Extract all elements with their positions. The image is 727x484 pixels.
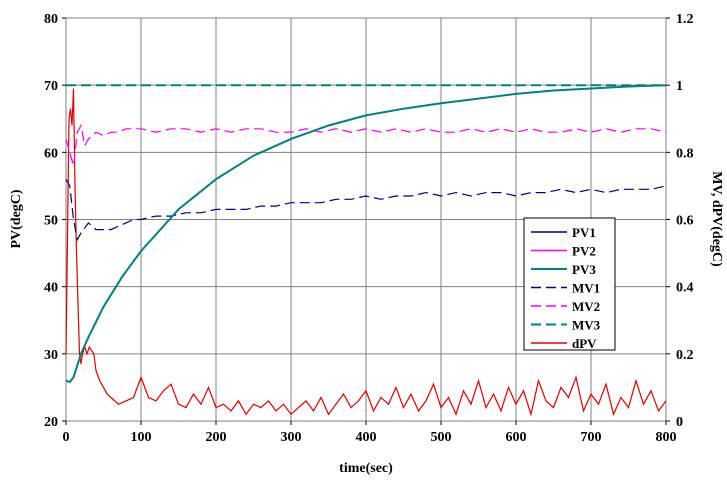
series-line-mv1 — [65, 178, 667, 242]
y-left-tick-label: 60 — [44, 146, 58, 161]
y-left-tick-label: 20 — [44, 415, 58, 430]
series-line-dpv — [65, 88, 667, 417]
x-axis-title: time(sec) — [339, 461, 393, 476]
legend-label: PV3 — [572, 262, 596, 277]
x-tick-label: 100 — [131, 430, 152, 445]
y-right-tick-label: 0.4 — [676, 281, 694, 296]
x-tick-label: 500 — [431, 430, 452, 445]
series-line-pv3 — [65, 84, 667, 384]
x-tick-label: 200 — [206, 430, 227, 445]
y-left-tick-label: 50 — [44, 214, 58, 229]
y-right-tick-label: 0.2 — [676, 348, 694, 363]
x-tick-label: 400 — [356, 430, 377, 445]
y-left-tick-label: 30 — [44, 348, 58, 363]
legend-label: MV2 — [572, 299, 600, 314]
y-right-tick-label: 0 — [676, 415, 683, 430]
y-right-axis-ticks: 0 0.2 0.4 0.6 0.8 1 1.2 — [666, 12, 694, 430]
legend: PV1 PV2 PV3 MV1 MV2 MV3 dPV — [523, 217, 616, 351]
x-tick-label: 300 — [281, 430, 302, 445]
legend-label: PV2 — [572, 244, 596, 259]
x-tick-label: 0 — [63, 430, 70, 445]
y-right-tick-label: 1 — [676, 79, 683, 94]
y-left-tick-label: 70 — [44, 79, 58, 94]
x-tick-label: 600 — [506, 430, 527, 445]
y-left-tick-label: 40 — [44, 281, 58, 296]
series-lines — [65, 84, 667, 417]
x-axis-ticks: 0 100 200 300 400 500 600 700 800 — [63, 421, 677, 445]
legend-label: MV3 — [572, 318, 601, 333]
y-right-tick-label: 0.6 — [676, 214, 694, 229]
x-tick-label: 700 — [581, 430, 602, 445]
y-left-axis-ticks: 20 30 40 50 60 70 80 — [44, 12, 66, 430]
x-tick-label: 800 — [656, 430, 677, 445]
y-right-axis-title: MV, dPV(degC) — [709, 171, 724, 267]
y-right-tick-label: 1.2 — [676, 12, 694, 27]
y-left-axis-title: PV(degC) — [9, 189, 24, 248]
legend-box — [523, 217, 616, 351]
legend-label: PV1 — [572, 225, 596, 240]
legend-label: dPV — [572, 336, 597, 351]
y-right-tick-label: 0.8 — [676, 146, 694, 161]
y-left-tick-label: 80 — [44, 12, 58, 27]
legend-label: MV1 — [572, 281, 600, 296]
